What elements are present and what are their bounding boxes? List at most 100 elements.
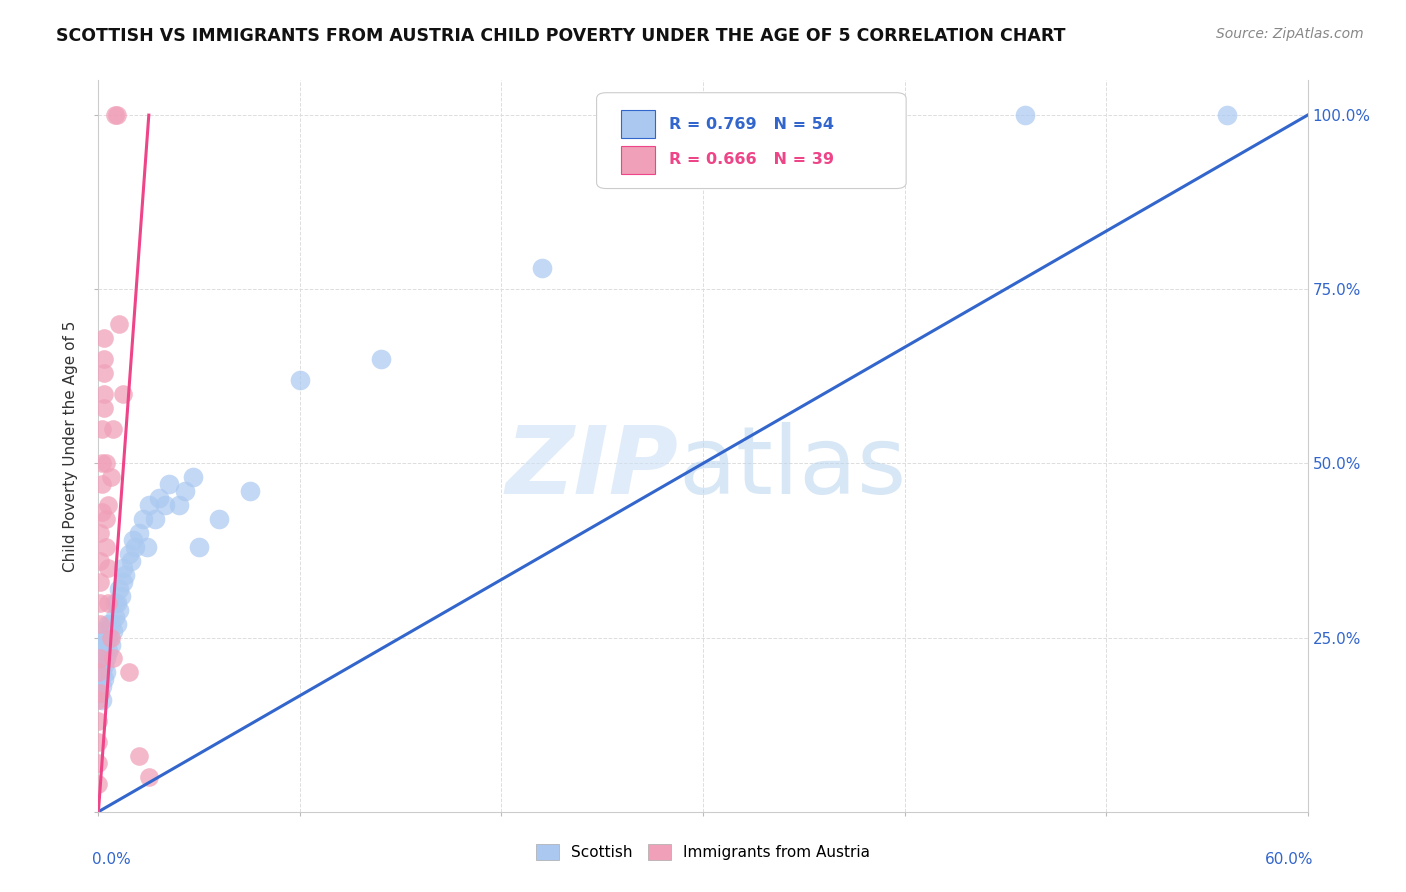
Text: 60.0%: 60.0% [1265, 852, 1313, 867]
Point [120, 554, 142, 568]
Point [135, 540, 157, 554]
Point [89, 526, 111, 541]
Point [101, 651, 124, 665]
Point [91, 644, 114, 658]
Point [288, 373, 311, 387]
FancyBboxPatch shape [621, 146, 655, 174]
Point [91, 693, 114, 707]
Point [91, 665, 114, 680]
Point [93, 331, 115, 345]
Point [153, 498, 176, 512]
Point [167, 498, 190, 512]
Point [93, 351, 115, 366]
Point [89, 686, 111, 700]
Point [100, 631, 122, 645]
Point [101, 421, 124, 435]
Point [157, 477, 180, 491]
Point [91, 505, 114, 519]
Point [124, 540, 146, 554]
Point [96, 631, 118, 645]
FancyBboxPatch shape [596, 93, 905, 188]
Point [87, 756, 110, 770]
Point [97, 644, 120, 658]
Point [93, 401, 115, 415]
Point [96, 512, 118, 526]
Point [103, 596, 125, 610]
Point [93, 366, 115, 380]
Point [96, 457, 118, 471]
Point [89, 673, 111, 687]
Point [91, 457, 114, 471]
Point [148, 491, 170, 506]
FancyBboxPatch shape [621, 111, 655, 138]
Point [1014, 108, 1036, 122]
Point [89, 596, 111, 610]
Point [93, 386, 115, 401]
Point [174, 484, 197, 499]
Text: R = 0.666   N = 39: R = 0.666 N = 39 [669, 152, 834, 167]
Point [118, 665, 141, 680]
Point [96, 651, 118, 665]
Point [97, 561, 120, 575]
Point [93, 673, 115, 687]
Point [105, 108, 128, 122]
Point [100, 616, 122, 631]
Point [96, 665, 118, 680]
Text: 0.0%: 0.0% [93, 852, 131, 867]
Point [138, 770, 160, 784]
Legend: Scottish, Immigrants from Austria: Scottish, Immigrants from Austria [530, 838, 876, 866]
Point [105, 596, 128, 610]
Text: atlas: atlas [679, 422, 907, 514]
Point [97, 616, 120, 631]
Point [89, 616, 111, 631]
Point [132, 512, 155, 526]
Point [138, 498, 160, 512]
Point [110, 589, 132, 603]
Point [89, 554, 111, 568]
Point [91, 679, 114, 693]
Text: SCOTTISH VS IMMIGRANTS FROM AUSTRIA CHILD POVERTY UNDER THE AGE OF 5 CORRELATION: SCOTTISH VS IMMIGRANTS FROM AUSTRIA CHIL… [56, 27, 1066, 45]
Point [87, 777, 110, 791]
Point [181, 470, 204, 484]
Y-axis label: Child Poverty Under the Age of 5: Child Poverty Under the Age of 5 [63, 320, 79, 572]
Point [93, 624, 115, 638]
Point [111, 386, 134, 401]
Point [1216, 108, 1239, 122]
Text: R = 0.769   N = 54: R = 0.769 N = 54 [669, 117, 834, 132]
Point [111, 561, 134, 575]
Point [107, 582, 129, 596]
Point [188, 540, 211, 554]
Point [87, 693, 110, 707]
Point [93, 658, 115, 673]
Point [105, 616, 128, 631]
Point [107, 603, 129, 617]
Point [89, 574, 111, 589]
Point [103, 609, 125, 624]
Text: Source: ZipAtlas.com: Source: ZipAtlas.com [1216, 27, 1364, 41]
Point [128, 526, 150, 541]
Point [208, 512, 231, 526]
Point [107, 317, 129, 331]
Point [118, 547, 141, 561]
Point [114, 567, 136, 582]
Point [752, 108, 775, 122]
Point [121, 533, 143, 547]
Point [100, 638, 122, 652]
Point [87, 714, 110, 728]
Point [100, 470, 122, 484]
Point [101, 624, 124, 638]
Point [87, 665, 110, 680]
Point [128, 749, 150, 764]
Point [370, 351, 392, 366]
Point [96, 540, 118, 554]
Point [143, 512, 166, 526]
Point [103, 108, 125, 122]
Point [93, 638, 115, 652]
Point [97, 498, 120, 512]
Point [89, 686, 111, 700]
Point [91, 477, 114, 491]
Point [87, 735, 110, 749]
Point [89, 658, 111, 673]
Point [111, 574, 134, 589]
Point [97, 631, 120, 645]
